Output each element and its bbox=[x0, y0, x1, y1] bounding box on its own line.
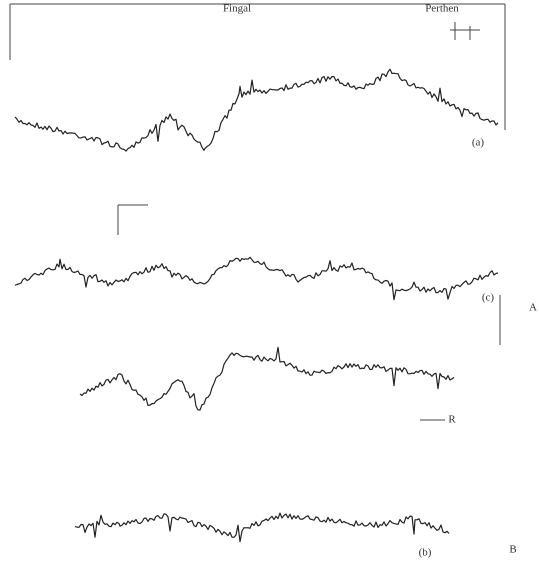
station-label: Perthen bbox=[425, 3, 459, 15]
trace-label: (a) bbox=[472, 137, 485, 149]
panel-label: B bbox=[509, 544, 516, 556]
trace-label: (b) bbox=[419, 547, 432, 559]
marker-ticks bbox=[118, 22, 480, 235]
trace bbox=[80, 347, 454, 410]
trace-label: (c) bbox=[482, 292, 495, 304]
trace-label: R bbox=[448, 414, 456, 426]
station-label: Fingal bbox=[223, 3, 251, 15]
trace bbox=[15, 257, 498, 299]
trace bbox=[75, 513, 449, 542]
figure: Fingal Perthen (a) (c) A R (b) B bbox=[0, 0, 539, 563]
page: Fingal Perthen (a) (c) A R (b) B (() => … bbox=[0, 0, 539, 563]
panel-label: A bbox=[529, 302, 537, 314]
trace bbox=[15, 69, 498, 151]
